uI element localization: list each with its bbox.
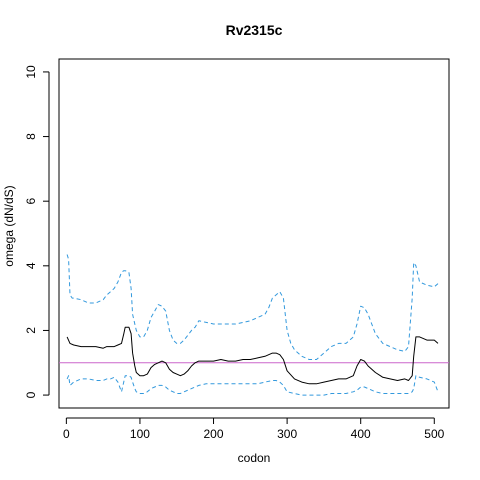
confidence-bound-line (66, 254, 439, 360)
chart-title: Rv2315c (226, 22, 283, 38)
omega-line (66, 326, 439, 385)
y-tick-label: 4 (24, 262, 38, 269)
y-tick-label: 8 (24, 133, 38, 140)
confidence-bound-line (66, 375, 439, 396)
series-layer (66, 254, 439, 396)
x-axis-label: codon (238, 451, 271, 465)
y-axis-label: omega (dN/dS) (2, 185, 16, 266)
x-axis: 0 100 200 300 400 500 (63, 417, 445, 441)
y-tick-label: 6 (24, 198, 38, 205)
y-tick-label: 2 (24, 327, 38, 334)
y-axis: 0 2 4 6 8 10 (24, 65, 50, 398)
plot-frame (58, 58, 450, 409)
x-tick-label: 100 (130, 427, 150, 441)
x-tick-label: 500 (424, 427, 444, 441)
x-tick-label: 200 (204, 427, 224, 441)
x-tick-label: 300 (277, 427, 297, 441)
x-tick-label: 400 (351, 427, 371, 441)
y-tick-label: 0 (24, 391, 38, 398)
y-tick-label: 10 (24, 65, 38, 79)
x-tick-label: 0 (63, 427, 70, 441)
